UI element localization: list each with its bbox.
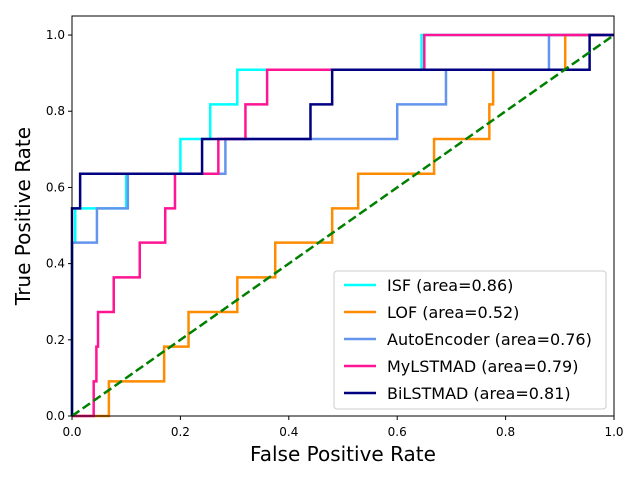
y-tick-label: 1.0 [46, 28, 65, 42]
legend-entry-label: MyLSTMAD (area=0.79) [387, 357, 578, 376]
x-tick-label: 1.0 [604, 425, 623, 439]
y-axis-label: True Positive Rate [11, 127, 35, 306]
x-tick-label: 0.8 [496, 425, 515, 439]
y-axis-ticks: 0.0 0.2 0.4 0.6 0.8 1.0 [46, 28, 72, 423]
plot-frame [71, 15, 615, 417]
legend-entry-label: AutoEncoder (area=0.76) [387, 330, 592, 349]
legend-entry-label: BiLSTMAD (area=0.81) [387, 384, 571, 403]
y-tick-label: 0.4 [46, 257, 65, 271]
legend: ISF (area=0.86) LOF (area=0.52) AutoEncode… [333, 270, 607, 410]
plot-curves [70, 33, 615, 418]
x-tick-label: 0.2 [171, 425, 190, 439]
y-tick-label: 0.6 [46, 180, 65, 194]
series-line-bilstmad [70, 33, 614, 416]
y-tick-label: 0.0 [46, 409, 65, 423]
legend-entry-label: LOF (area=0.52) [387, 303, 519, 322]
x-axis-label: False Positive Rate [250, 442, 436, 466]
x-tick-label: 0.0 [62, 425, 81, 439]
y-tick-label: 0.8 [46, 104, 65, 118]
x-tick-label: 0.6 [388, 425, 407, 439]
legend-entry-label: ISF (area=0.86) [387, 276, 513, 295]
chance-diagonal-line [71, 34, 615, 418]
series-line-mylstmad [72, 33, 614, 418]
legend-box [333, 270, 607, 410]
x-tick-label: 0.4 [279, 425, 298, 439]
y-tick-label: 0.2 [46, 333, 65, 347]
x-axis-ticks: 0.0 0.2 0.4 0.6 0.8 1.0 [62, 416, 624, 439]
